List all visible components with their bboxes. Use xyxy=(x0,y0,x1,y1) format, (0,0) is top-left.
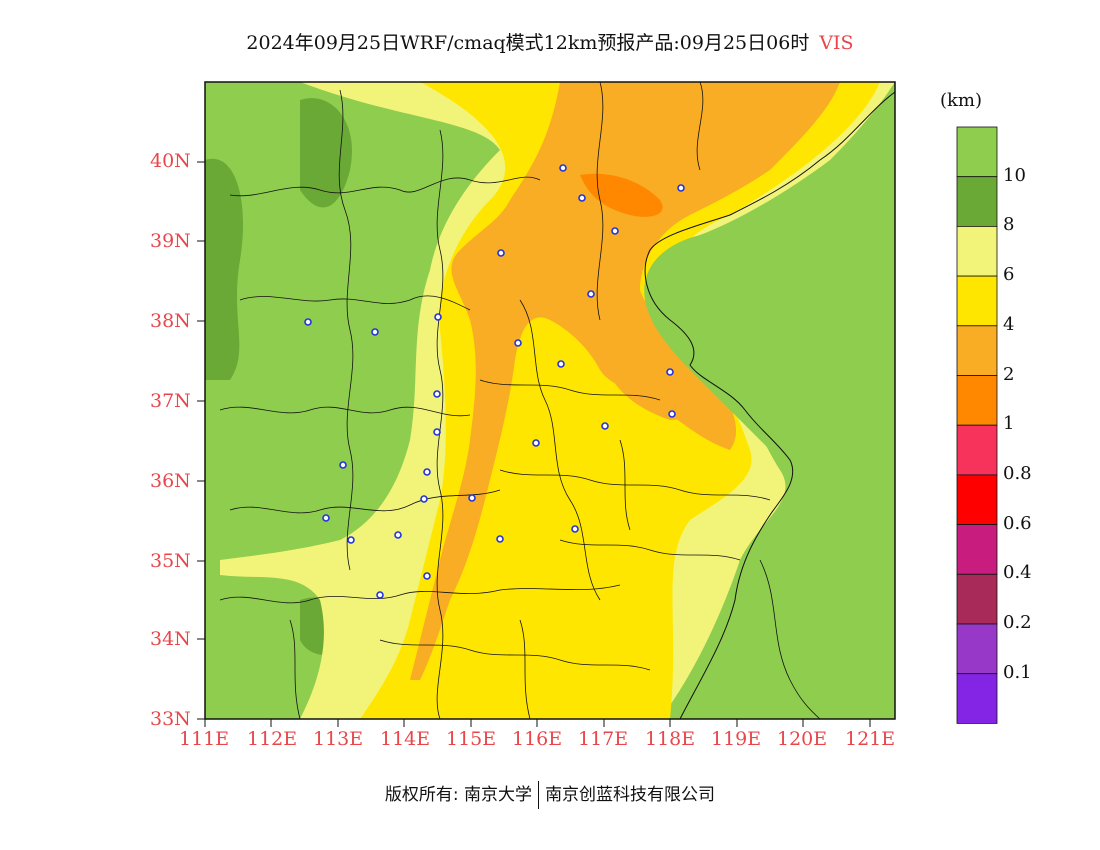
station-marker xyxy=(434,313,442,321)
station-marker xyxy=(339,461,347,469)
station-marker xyxy=(304,318,312,326)
colorbar-swatch xyxy=(956,275,998,327)
axis-ticks xyxy=(197,161,871,727)
station-marker xyxy=(376,591,384,599)
station-marker xyxy=(677,184,685,192)
colorbar-swatch xyxy=(956,126,998,178)
lon-label: 121E xyxy=(845,728,896,750)
visibility-field xyxy=(205,82,895,719)
colorbar-swatch xyxy=(956,524,998,575)
station-marker xyxy=(601,422,609,430)
colorbar-swatch xyxy=(956,225,998,277)
colorbar-tick-label: 1 xyxy=(1003,413,1015,435)
station-marker xyxy=(322,514,330,522)
station-marker xyxy=(394,531,402,539)
station-marker xyxy=(433,390,441,398)
lon-label: 114E xyxy=(380,728,431,750)
colorbar-swatch xyxy=(956,673,998,724)
station-marker xyxy=(497,249,505,257)
station-marker xyxy=(611,227,619,235)
station-marker xyxy=(371,328,379,336)
colorbar-tick-label: 0.8 xyxy=(1003,462,1032,484)
title-variable: VIS xyxy=(819,32,854,54)
lon-label: 113E xyxy=(313,728,364,750)
station-markers xyxy=(304,164,685,599)
lon-label: 115E xyxy=(446,728,497,750)
colorbar xyxy=(956,126,998,724)
station-marker xyxy=(557,360,565,368)
boundary-lines xyxy=(219,82,821,719)
station-marker xyxy=(496,535,504,543)
map-title: 2024年09月25日WRF/cmaq模式12km预报产品:09月25日06时 V… xyxy=(0,28,1100,55)
lat-label: 38N xyxy=(150,310,191,332)
station-marker xyxy=(571,525,579,533)
lon-label: 116E xyxy=(512,728,563,750)
lat-label: 39N xyxy=(150,230,191,252)
colorbar-tick-label: 0.1 xyxy=(1003,661,1032,683)
colorbar-tick-label: 8 xyxy=(1003,214,1015,236)
colorbar-swatch xyxy=(956,573,998,625)
colorbar-tick-label: 0.4 xyxy=(1003,562,1032,584)
station-marker xyxy=(668,410,676,418)
colorbar-tick-label: 4 xyxy=(1003,313,1015,335)
station-marker xyxy=(423,572,431,580)
lon-label: 120E xyxy=(777,728,828,750)
colorbar-swatch xyxy=(956,474,998,525)
lat-label: 37N xyxy=(150,390,191,412)
colorbar-swatch xyxy=(956,176,998,227)
station-marker xyxy=(514,339,522,347)
colorbar-swatch xyxy=(956,375,998,426)
lon-label: 112E xyxy=(247,728,298,750)
station-marker xyxy=(587,290,595,298)
station-marker xyxy=(423,468,431,476)
station-marker xyxy=(433,428,441,436)
colorbar-unit: (km) xyxy=(940,90,983,111)
colorbar-tick-label: 6 xyxy=(1003,264,1015,286)
colorbar-tick-label: 2 xyxy=(1003,363,1015,385)
copyright-footer: 版权所有: 南京大学 南京创蓝科技有限公司 xyxy=(0,780,1100,809)
lat-label: 35N xyxy=(150,550,191,572)
footer-right: 南京创蓝科技有限公司 xyxy=(545,785,716,805)
lat-label: 36N xyxy=(150,470,191,492)
title-main: 2024年09月25日WRF/cmaq模式12km预报产品:09月25日06时 xyxy=(246,32,810,54)
colorbar-swatch xyxy=(956,623,998,675)
station-marker xyxy=(347,536,355,544)
lon-label: 118E xyxy=(645,728,696,750)
colorbar-tick-label: 10 xyxy=(1003,164,1026,186)
station-marker xyxy=(578,194,586,202)
station-marker xyxy=(532,439,540,447)
station-marker xyxy=(468,494,476,502)
colorbar-tick-label: 0.6 xyxy=(1003,512,1032,534)
lon-label: 119E xyxy=(711,728,762,750)
colorbar-tick-label: 0.2 xyxy=(1003,612,1032,633)
colorbar-swatch xyxy=(956,424,998,476)
footer-separator xyxy=(538,781,540,809)
station-marker xyxy=(666,368,674,376)
station-marker xyxy=(420,495,428,503)
lat-label: 40N xyxy=(150,150,191,172)
lat-label: 33N xyxy=(150,708,191,730)
lon-label: 117E xyxy=(578,728,629,750)
colorbar-swatch xyxy=(956,325,998,376)
lat-label: 34N xyxy=(150,628,191,650)
station-marker xyxy=(559,164,567,172)
lon-label: 111E xyxy=(179,728,230,750)
footer-left: 版权所有: 南京大学 xyxy=(384,785,533,805)
